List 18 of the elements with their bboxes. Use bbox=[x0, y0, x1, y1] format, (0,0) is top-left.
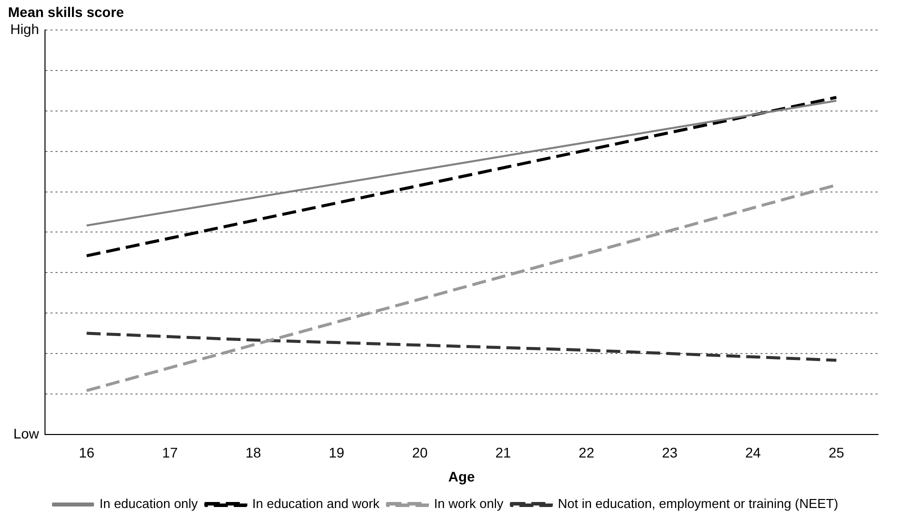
chart-title: Mean skills score bbox=[8, 4, 124, 20]
x-tick-label: 24 bbox=[745, 444, 762, 461]
x-tick-label: 17 bbox=[162, 444, 178, 461]
x-tick-label: 25 bbox=[828, 444, 844, 461]
x-axis-title: Age bbox=[448, 468, 475, 484]
x-tick-label: 20 bbox=[412, 444, 428, 461]
text: High bbox=[10, 20, 39, 37]
text: Low bbox=[13, 425, 40, 442]
x-tick-label: 21 bbox=[495, 444, 512, 461]
legend-label: In work only bbox=[434, 496, 504, 512]
x-tick-label: 16 bbox=[78, 444, 95, 461]
x-tick-label: 19 bbox=[328, 444, 345, 461]
legend-label: In education and work bbox=[252, 496, 380, 512]
x-tick-label: 18 bbox=[245, 444, 262, 461]
legend-label: In education only bbox=[100, 496, 198, 512]
legend-label: Not in education, employment or training (NEET) bbox=[558, 496, 838, 512]
x-tick-label: 22 bbox=[578, 444, 594, 461]
x-tick-label: 23 bbox=[662, 444, 678, 461]
